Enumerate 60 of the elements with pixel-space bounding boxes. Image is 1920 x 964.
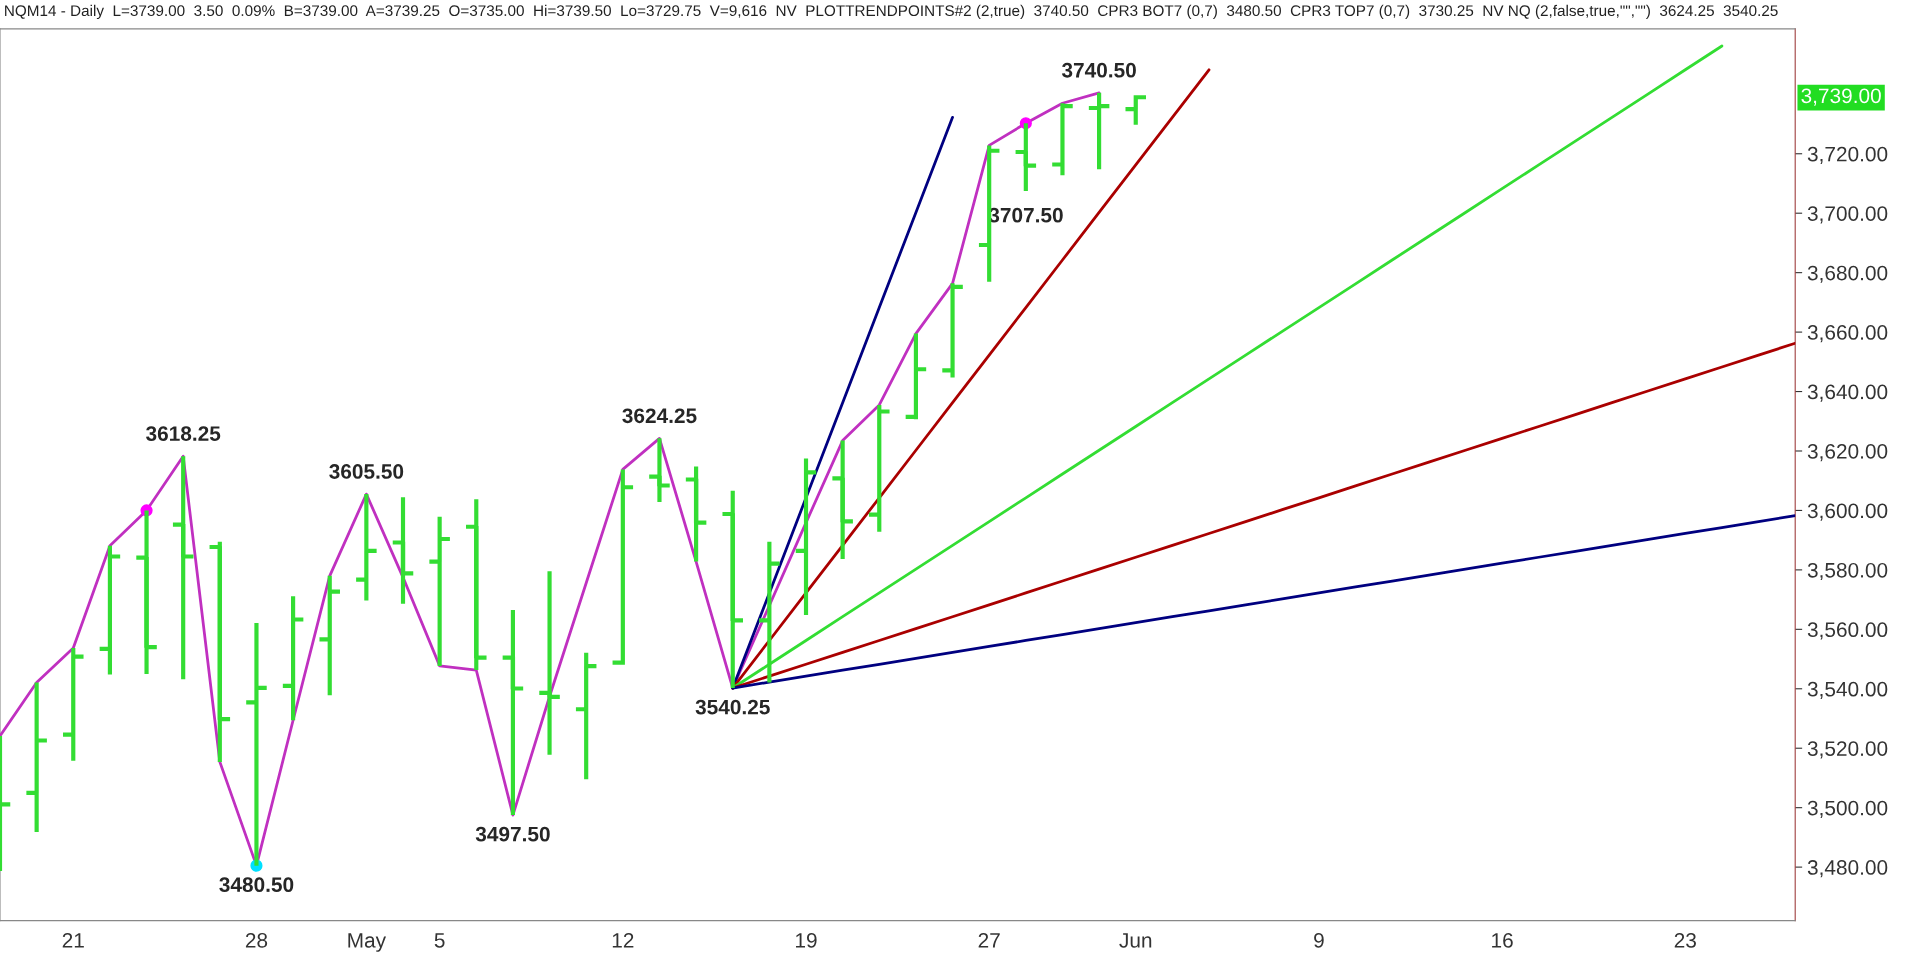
candlestick (866, 402, 892, 534)
candlestick (463, 497, 489, 673)
data-label: 3618.25 (146, 426, 221, 441)
x-tick-label: May (348, 933, 387, 952)
data-label: 3740.50 (1061, 62, 1136, 78)
candlestick (1050, 101, 1075, 178)
y-tick-label: 3,720.00 (1807, 146, 1888, 164)
y-tick-label: 3,560.00 (1807, 622, 1888, 640)
candlestick (1086, 90, 1112, 172)
candlestick (940, 281, 965, 380)
candlestick (647, 436, 672, 505)
candlestick (97, 543, 123, 677)
y-tick-label: 3,520.00 (1807, 741, 1888, 759)
candlestick (170, 454, 196, 682)
data-label: 3497.50 (475, 826, 550, 842)
y-tick-label: 3,600.00 (1807, 503, 1888, 521)
annotation: 3707.50 (988, 207, 1063, 223)
x-tick-label: 16 (1492, 932, 1513, 948)
y-tick-label: 3,620.00 (1807, 443, 1888, 462)
text: 3,739.00 (1801, 88, 1881, 106)
y-tick-label: 3,480.00 (1807, 860, 1888, 878)
candlestick (573, 650, 599, 782)
y-tick-label: 3,660.00 (1807, 325, 1888, 343)
candlestick (280, 594, 306, 723)
text: NQM14 - Daily L=3739.00 3.50 0.09% B=3739.00 A=3739.25 O=3735.00 Hi=3739.50 Lo=3729.75 V=9,616 NV PLOTTRENDPOINTS#2 (2,true) 3740.50 CPR3 BOT7 (0,7) 3480.50 CPR3 TOP7 (0,7) 3730.25 NV NQ (2,false,true,"","") 3624.25 3540.25 (5, 4, 1778, 20)
candlestick (354, 492, 379, 603)
candlestick (537, 569, 562, 757)
x-tick-label: Jun (1119, 933, 1152, 948)
data-label: 3480.50 (219, 877, 294, 893)
candlestick (390, 495, 416, 606)
data-label: 3624.25 (622, 408, 697, 424)
y-tick-label: 3,700.00 (1807, 206, 1888, 224)
data-label: 3605.50 (329, 464, 404, 479)
x-tick-label: 23 (1674, 932, 1696, 948)
candlestick (757, 539, 782, 685)
candlestick (317, 573, 343, 698)
x-tick-label: 27 (978, 932, 1000, 948)
x-tick-label: 19 (796, 932, 817, 948)
y-tick-label: 3,680.00 (1807, 265, 1888, 283)
y-tick-label: 3,540.00 (1807, 681, 1888, 699)
candlestick (207, 539, 233, 764)
candlestick (60, 645, 86, 763)
candlestick (24, 680, 49, 835)
x-tick-label: 28 (245, 932, 268, 948)
x-tick-label: 12 (612, 932, 634, 948)
y-tick-label: 3,580.00 (1807, 562, 1888, 581)
x-tick-label: 9 (1314, 932, 1324, 948)
y-tick-label: 3,640.00 (1807, 384, 1888, 402)
x-tick-label: 21 (62, 932, 84, 948)
candlestick (793, 456, 819, 618)
candlestick (427, 514, 452, 668)
candlestick (830, 438, 855, 561)
candlestick (500, 607, 526, 818)
candlestick (903, 331, 929, 422)
x-tick-label: 5 (434, 933, 445, 948)
candlestick (683, 464, 709, 564)
data-label: 3540.25 (695, 699, 770, 715)
candlestick (1123, 93, 1149, 127)
candlestick (610, 467, 636, 667)
y-tick-label: 3,500.00 (1807, 800, 1888, 818)
